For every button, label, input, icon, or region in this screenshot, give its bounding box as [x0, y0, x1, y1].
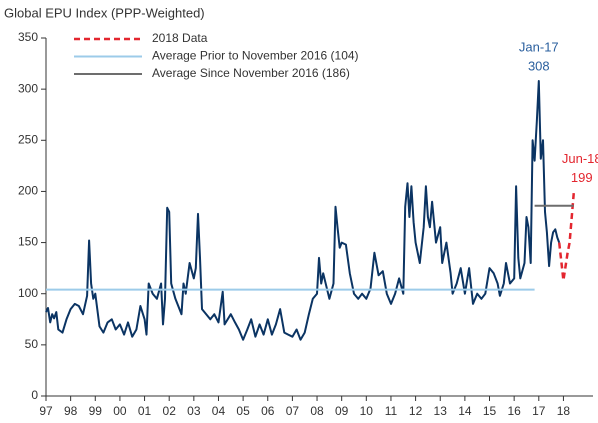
- x-tick-label: 05: [236, 404, 250, 418]
- x-tick-label: 04: [212, 404, 226, 418]
- x-tick-label: 15: [483, 404, 497, 418]
- x-tick-label: 17: [532, 404, 546, 418]
- annotation-value: 308: [528, 58, 550, 73]
- y-tick-label: 200: [18, 184, 38, 198]
- x-tick-label: 06: [261, 404, 275, 418]
- x-tick-label: 13: [434, 404, 448, 418]
- y-tick-label: 100: [18, 286, 38, 300]
- annotation-value: 199: [571, 170, 593, 185]
- y-tick-label: 350: [18, 30, 38, 44]
- x-tick-label: 09: [335, 404, 349, 418]
- x-tick-label: 08: [310, 404, 324, 418]
- y-tick-label: 50: [25, 337, 39, 351]
- x-tick-label: 16: [507, 404, 521, 418]
- x-tick-label: 02: [163, 404, 177, 418]
- x-tick-label: 98: [64, 404, 78, 418]
- x-tick-label: 99: [89, 404, 103, 418]
- y-tick-label: 300: [18, 81, 38, 95]
- x-tick-label: 18: [557, 404, 571, 418]
- x-tick-label: 97: [39, 404, 53, 418]
- x-tick-label: 12: [409, 404, 423, 418]
- legend-label: Average Prior to November 2016 (104): [152, 49, 359, 63]
- x-tick-label: 11: [385, 404, 398, 418]
- y-tick-label: 250: [18, 132, 38, 146]
- annotation-label: Jun-18: [562, 151, 598, 166]
- x-tick-label: 01: [138, 404, 152, 418]
- x-tick-label: 00: [113, 404, 127, 418]
- line-series: [45, 80, 561, 341]
- y-tick-label: 150: [18, 235, 38, 249]
- chart-title: Global EPU Index (PPP-Weighted): [4, 5, 205, 20]
- x-tick-label: 10: [360, 404, 374, 418]
- legend-label: 2018 Data: [152, 31, 208, 45]
- x-tick-label: 03: [187, 404, 201, 418]
- legend-label: Average Since November 2016 (186): [152, 66, 350, 80]
- x-tick-label: 14: [458, 404, 472, 418]
- annotation-label: Jan-17: [519, 39, 559, 54]
- x-tick-label: 07: [286, 404, 300, 418]
- y-tick-label: 0: [31, 388, 38, 402]
- line-series: [557, 192, 576, 282]
